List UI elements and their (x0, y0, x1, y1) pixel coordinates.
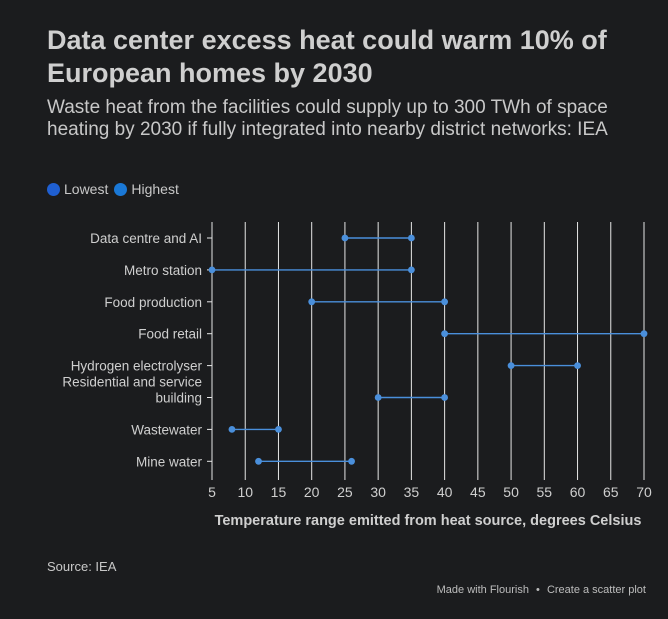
x-axis-label: Temperature range emitted from heat sour… (215, 513, 642, 529)
y-category-label-4: Hydrogen electrolyser (71, 359, 203, 374)
x-tick-label-40: 40 (437, 484, 453, 500)
y-category-label-5: Residential and service building (62, 375, 202, 406)
point-highest-3 (640, 330, 648, 338)
chart-title: Data center excess heat could warm 10% o… (47, 25, 607, 88)
point-lowest-5 (374, 394, 382, 401)
y-category-label-0: Data centre and AI (90, 231, 202, 246)
chart-subtitle: Waste heat from the facilities could sup… (47, 97, 608, 140)
source-note: Source: IEA (47, 559, 117, 574)
x-tick-label-20: 20 (304, 484, 320, 500)
x-tick-label-45: 45 (470, 484, 486, 500)
x-tick-label-60: 60 (570, 484, 586, 500)
point-lowest-3 (441, 330, 449, 338)
y-category-label-2: Food production (104, 295, 202, 310)
y-category-label-3: Food retail (138, 327, 202, 342)
point-highest-1 (407, 266, 415, 274)
x-tick-label-65: 65 (603, 484, 619, 500)
create-scatter-plot-link[interactable]: Create a scatter plot (546, 584, 646, 596)
x-tick-label-35: 35 (404, 484, 420, 500)
legend-item-highest[interactable]: Highest (114, 181, 179, 197)
x-tick-label-10: 10 (237, 484, 253, 500)
point-lowest-6 (228, 426, 236, 433)
point-highest-7 (348, 457, 355, 465)
x-tick-label-5: 5 (208, 484, 216, 500)
chart-plot: 5 10 15 20 25 30 35 40 45 50 55 60 65 70 Data centre a… (62, 222, 652, 529)
point-lowest-2 (308, 298, 316, 306)
point-highest-2 (441, 298, 449, 306)
flourish-credit: Made with Flourish • Create a scatter pl… (435, 584, 648, 596)
legend-label-lowest: Lowest (64, 181, 109, 197)
y-category-label-line: building (155, 391, 202, 406)
legend-swatch-highest (114, 182, 128, 196)
point-lowest-7 (255, 457, 262, 465)
point-highest-6 (275, 426, 282, 433)
legend-swatch-lowest (47, 182, 60, 196)
y-category-label-7: Mine water (136, 454, 203, 469)
legend: Lowest Highest (47, 181, 185, 197)
y-category-label-line: Residential and service (62, 375, 202, 390)
x-tick-label-30: 30 (370, 484, 386, 500)
point-highest-5 (441, 394, 449, 401)
point-lowest-4 (507, 362, 515, 369)
legend-item-lowest[interactable]: Lowest (47, 181, 108, 197)
x-tick-label-50: 50 (503, 484, 519, 500)
credit-separator: • (536, 584, 540, 596)
legend-label-highest: Highest (131, 181, 179, 197)
point-highest-0 (407, 234, 415, 242)
point-lowest-1 (208, 266, 216, 274)
y-category-label-6: Wastewater (131, 422, 202, 437)
x-tick-label-25: 25 (337, 484, 353, 500)
x-tick-label-15: 15 (271, 484, 287, 500)
point-highest-4 (574, 362, 581, 369)
y-category-label-1: Metro station (124, 263, 202, 278)
x-tick-label-70: 70 (636, 484, 652, 500)
x-tick-label-55: 55 (537, 484, 553, 500)
made-with-flourish-link[interactable]: Made with Flourish (436, 584, 529, 596)
point-lowest-0 (341, 234, 349, 242)
